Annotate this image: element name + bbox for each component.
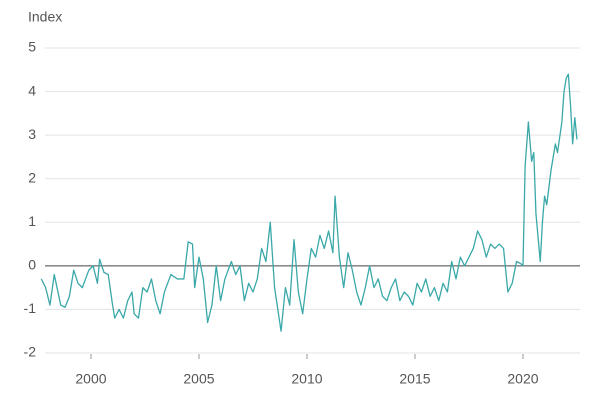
y-tick-label: 3 bbox=[28, 126, 36, 142]
y-tick-label: 0 bbox=[28, 257, 36, 273]
y-tick-label: 4 bbox=[28, 82, 36, 98]
x-tick-label: 2020 bbox=[507, 371, 538, 387]
y-axis-label: Index bbox=[28, 9, 62, 25]
x-tick-label: 2015 bbox=[399, 371, 430, 387]
x-tick-label: 2005 bbox=[183, 371, 214, 387]
y-tick-label: 5 bbox=[28, 39, 36, 55]
data-line bbox=[40, 73, 578, 332]
y-tick-label: 1 bbox=[28, 213, 36, 229]
y-tick-label: 2 bbox=[28, 169, 36, 185]
x-tick-label: 2000 bbox=[75, 371, 106, 387]
y-tick-label: -1 bbox=[24, 300, 37, 316]
x-tick-label: 2010 bbox=[291, 371, 322, 387]
y-tick-label: -2 bbox=[24, 344, 37, 360]
